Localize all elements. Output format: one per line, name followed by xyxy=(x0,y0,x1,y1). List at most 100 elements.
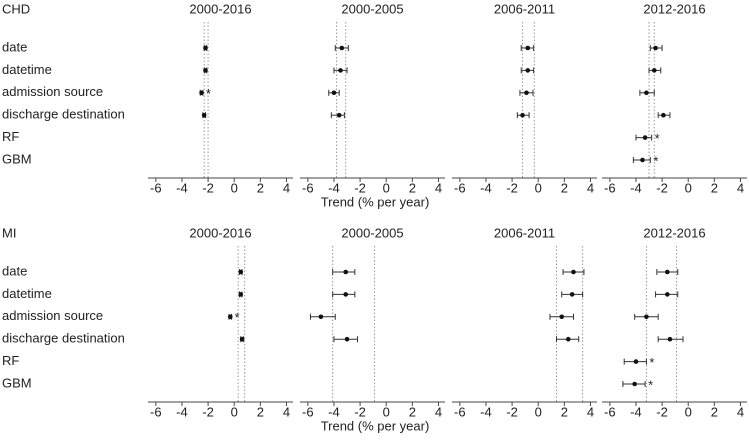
x-tick-label: 0 xyxy=(535,180,542,195)
point-estimate xyxy=(644,314,649,320)
point-estimate xyxy=(520,112,525,118)
facet-title: 2006-2011 xyxy=(494,1,555,16)
point-estimate xyxy=(640,157,645,163)
x-tick-label: -6 xyxy=(150,180,162,195)
x-tick-label: -6 xyxy=(454,404,466,419)
x-tick-label: 2 xyxy=(711,180,718,195)
x-tick-label: -2 xyxy=(354,404,366,419)
x-tick-label: -6 xyxy=(454,180,466,195)
x-tick-label: 0 xyxy=(383,404,390,419)
x-tick-label: -4 xyxy=(480,404,492,419)
x-tick-label: -2 xyxy=(202,404,214,419)
row-label: date xyxy=(2,263,27,278)
point-estimate xyxy=(642,135,648,140)
x-tick-label: -4 xyxy=(328,180,340,195)
point-estimate xyxy=(651,68,657,73)
x-tick-label: -4 xyxy=(480,180,492,195)
point-estimate xyxy=(338,68,343,73)
x-tick-label: 4 xyxy=(737,404,744,419)
point-estimate xyxy=(199,90,204,96)
x-tick-label: 0 xyxy=(231,404,238,419)
x-tick-label: 2 xyxy=(561,404,568,419)
point-estimate xyxy=(343,269,349,275)
point-estimate xyxy=(633,359,639,364)
row-label: admission source xyxy=(2,308,103,323)
x-tick-label: -4 xyxy=(176,404,188,419)
x-tick-label: -2 xyxy=(202,180,214,195)
x-tick-label: -2 xyxy=(656,180,668,195)
x-tick-label: 2 xyxy=(257,404,264,419)
x-tick-label: 0 xyxy=(685,180,692,195)
significance-flag: * xyxy=(655,131,660,146)
x-tick-label: -4 xyxy=(630,404,642,419)
x-axis-title: Trend (% per year) xyxy=(321,418,430,433)
point-estimate xyxy=(653,45,658,51)
x-tick-label: 4 xyxy=(435,404,442,419)
point-estimate xyxy=(569,292,575,297)
x-tick-label: -6 xyxy=(604,180,616,195)
significance-flag: * xyxy=(235,310,240,325)
x-tick-label: 4 xyxy=(587,180,594,195)
point-estimate xyxy=(203,68,208,73)
x-tick-label: -6 xyxy=(302,180,314,195)
point-estimate xyxy=(201,112,207,118)
row-label: GBM xyxy=(2,151,32,166)
x-axis-title: Trend (% per year) xyxy=(321,194,430,209)
x-tick-label: -4 xyxy=(176,180,188,195)
x-tick-label: 2 xyxy=(711,404,718,419)
point-estimate xyxy=(344,336,350,342)
facet-title: 2012-2016 xyxy=(643,1,705,16)
row-label: datetime xyxy=(2,62,52,77)
x-tick-label: -2 xyxy=(506,180,518,195)
facet-title: 2000-2016 xyxy=(189,225,251,240)
x-tick-label: -2 xyxy=(656,404,668,419)
x-tick-label: 0 xyxy=(231,180,238,195)
x-tick-label: 4 xyxy=(283,180,290,195)
point-estimate xyxy=(661,112,666,118)
x-tick-label: 4 xyxy=(587,404,594,419)
significance-flag: * xyxy=(648,377,653,392)
x-tick-label: 4 xyxy=(737,180,744,195)
x-tick-label: -2 xyxy=(354,180,366,195)
point-estimate xyxy=(203,45,208,51)
row-label: discharge destination xyxy=(2,331,125,346)
x-tick-label: 2 xyxy=(409,404,416,419)
point-estimate xyxy=(632,381,637,387)
x-tick-label: 0 xyxy=(383,180,390,195)
row-label: GBM xyxy=(2,375,32,390)
row-label: RF xyxy=(2,353,19,368)
point-estimate xyxy=(239,336,245,342)
row-label: datetime xyxy=(2,286,52,301)
point-estimate xyxy=(667,336,673,342)
point-estimate xyxy=(227,314,233,320)
point-estimate xyxy=(565,336,571,342)
x-tick-label: 4 xyxy=(283,404,290,419)
x-tick-label: 2 xyxy=(409,180,416,195)
x-tick-label: 0 xyxy=(685,404,692,419)
point-estimate xyxy=(644,90,649,96)
facet-title: 2000-2005 xyxy=(341,225,403,240)
point-estimate xyxy=(525,68,531,73)
x-tick-label: 0 xyxy=(535,404,542,419)
point-estimate xyxy=(571,269,576,275)
point-estimate xyxy=(318,314,324,320)
point-estimate xyxy=(665,269,670,275)
x-tick-label: 4 xyxy=(435,180,442,195)
x-tick-label: -6 xyxy=(150,404,162,419)
x-tick-label: -4 xyxy=(630,180,642,195)
row-label: RF xyxy=(2,129,19,144)
point-estimate xyxy=(524,90,529,96)
facet-title: 2012-2016 xyxy=(643,225,705,240)
x-tick-label: 2 xyxy=(257,180,264,195)
facet-title: 2000-2016 xyxy=(189,1,251,16)
x-tick-label: -4 xyxy=(328,404,340,419)
point-estimate xyxy=(665,292,670,297)
row-label: date xyxy=(2,39,27,54)
point-estimate xyxy=(331,90,337,96)
panel-title: CHD xyxy=(2,1,30,16)
x-tick-label: -6 xyxy=(302,404,314,419)
facet-title: 2006-2011 xyxy=(494,225,555,240)
x-tick-label: -6 xyxy=(604,404,616,419)
x-tick-label: -2 xyxy=(506,404,518,419)
point-estimate xyxy=(559,314,565,320)
